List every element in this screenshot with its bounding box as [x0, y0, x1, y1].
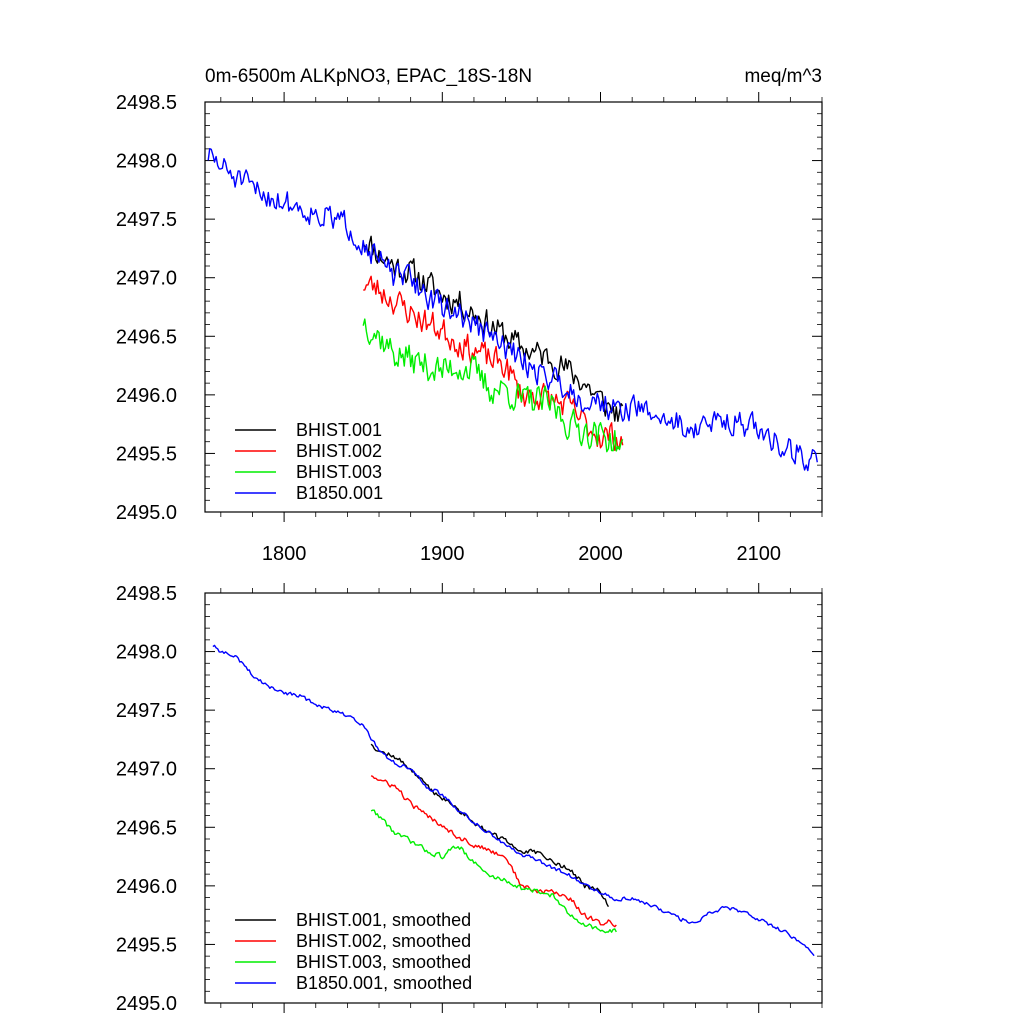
bottom-chart-y-tick-label: 2495.0	[116, 993, 177, 1015]
bottom-chart-y-tick-label: 2498.5	[116, 583, 177, 605]
top-chart-y-tick-label: 2495.0	[116, 502, 177, 524]
bottom-chart-legend-label: B1850.001, smoothed	[296, 973, 472, 993]
top-chart-x-tick-label: 1800	[262, 543, 307, 565]
top-chart-legend-label: BHIST.001	[296, 420, 382, 440]
top-chart-legend-label: BHIST.003	[296, 462, 382, 482]
top-chart-x-tick-label: 1900	[420, 543, 465, 565]
top-chart-y-tick-label: 2498.0	[116, 151, 177, 173]
bottom-chart-frame	[204, 592, 823, 1004]
top-chart-series-line	[362, 318, 624, 453]
top-chart-series-line	[362, 235, 624, 422]
top-chart-series-line	[207, 147, 818, 472]
bottom-chart-y-tick-label: 2497.0	[116, 759, 177, 781]
top-chart-legend-label: B1850.001	[296, 483, 383, 503]
top-chart-x-tick-label: 2000	[578, 543, 623, 565]
top-chart-y-tick-label: 2497.5	[116, 209, 177, 231]
top-chart-y-tick-label: 2498.5	[116, 92, 177, 114]
top-chart-panel: 2495.0 2495.5 2496.0 2496.5 2497.0 2497.5 2498…	[116, 92, 823, 565]
bottom-chart-legend-label: BHIST.001, smoothed	[296, 910, 471, 930]
bottom-chart-series-line	[370, 809, 617, 934]
bottom-chart-y-tick-label: 2496.0	[116, 876, 177, 898]
top-chart-units: meq/m^3	[744, 66, 822, 87]
top-chart-y-tick-label: 2496.0	[116, 385, 177, 407]
top-chart-x-tick-label: 2100	[736, 543, 781, 565]
bottom-chart-y-tick-label: 2498.0	[116, 642, 177, 664]
bottom-chart-legend-label: BHIST.002, smoothed	[296, 931, 471, 951]
bottom-chart-y-tick-label: 2495.5	[116, 934, 177, 956]
bottom-chart-series-line	[370, 775, 617, 928]
top-chart-title: 0m-6500m ALKpNO3, EPAC_18S-18N	[205, 66, 532, 87]
bottom-chart-y-tick-label: 2496.5	[116, 817, 177, 839]
bottom-chart-panel: 2495.0 2495.5 2496.0 2496.5 2497.0 2497.5 2498…	[116, 583, 823, 1015]
top-chart-series-line	[363, 275, 624, 451]
top-chart-y-tick-label: 2496.5	[116, 326, 177, 348]
top-chart-legend-label: BHIST.002	[296, 441, 382, 461]
bottom-chart-series-line	[212, 644, 815, 957]
top-chart-frame	[204, 101, 823, 513]
top-chart-y-tick-label: 2497.0	[116, 268, 177, 290]
bottom-chart-legend-label: BHIST.003, smoothed	[296, 952, 471, 972]
top-chart-y-tick-label: 2495.5	[116, 443, 177, 465]
bottom-chart-y-tick-label: 2497.5	[116, 700, 177, 722]
